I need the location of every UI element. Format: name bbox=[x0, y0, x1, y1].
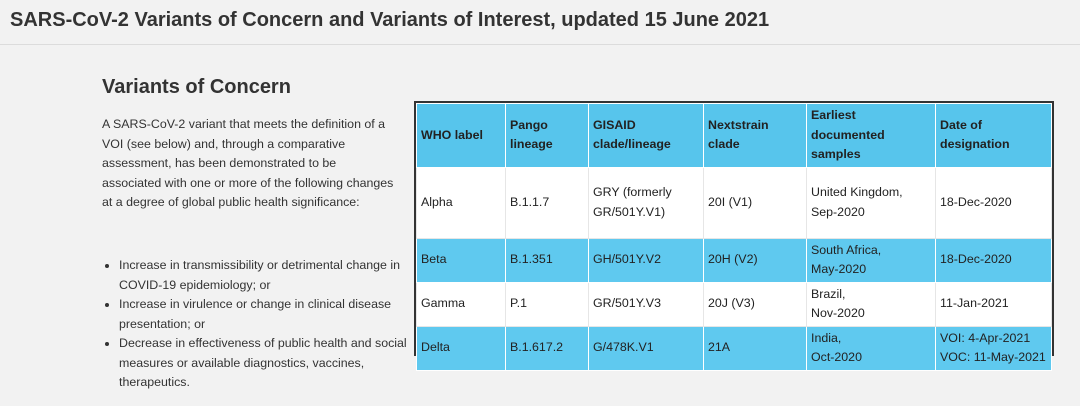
cell-gisaid: GRY (formerly GR/501Y.V1) bbox=[588, 166, 704, 239]
earliest-country: United Kingdom, bbox=[811, 185, 903, 199]
cell-designation: 18-Dec-2020 bbox=[935, 237, 1052, 283]
criteria-item: Decrease in effectiveness of public heal… bbox=[119, 334, 419, 393]
cell-pango: P.1 bbox=[505, 281, 589, 327]
earliest-date: May-2020 bbox=[811, 262, 867, 276]
column-header-gisaid-clade: GISAID clade/lineage bbox=[588, 103, 704, 168]
section-title: Variants of Concern bbox=[102, 76, 291, 98]
cell-earliest: United Kingdom, Sep-2020 bbox=[806, 166, 936, 239]
intro-paragraph: A SARS-CoV-2 variant that meets the defi… bbox=[102, 117, 394, 209]
criteria-item: Increase in virulence or change in clini… bbox=[119, 295, 419, 334]
earliest-country: South Africa, bbox=[811, 242, 882, 257]
designation-voc: VOC: 11-May-2021 bbox=[940, 350, 1046, 364]
cell-nextstrain: 20I (V1) bbox=[703, 166, 807, 239]
cell-nextstrain: 20J (V3) bbox=[703, 281, 807, 327]
cell-who-label: Beta bbox=[416, 237, 506, 283]
column-header-who-label: WHO label bbox=[416, 103, 506, 168]
table-header-row: WHO label Pango lineage GISAID clade/lin… bbox=[416, 103, 1052, 168]
earliest-country: Brazil, bbox=[811, 286, 846, 301]
cell-earliest: South Africa, May-2020 bbox=[806, 237, 936, 283]
variants-table: WHO label Pango lineage GISAID clade/lin… bbox=[416, 103, 1052, 371]
earliest-date: Sep-2020 bbox=[811, 204, 865, 219]
column-header-earliest-samples: Earliest documented samples bbox=[806, 103, 936, 168]
cell-who-label: Delta bbox=[416, 325, 506, 371]
cell-who-label: Alpha bbox=[416, 166, 506, 239]
designation-voi: VOI: 4-Apr-2021 bbox=[940, 330, 1031, 345]
cell-gisaid: GH/501Y.V2 bbox=[588, 237, 704, 283]
criteria-item: Increase in transmissibility or detrimen… bbox=[119, 256, 419, 295]
cell-nextstrain: 21A bbox=[703, 325, 807, 371]
cell-earliest: India, Oct-2020 bbox=[806, 325, 936, 371]
cell-designation: 11-Jan-2021 bbox=[935, 281, 1052, 327]
table-row: Beta B.1.351 GH/501Y.V2 20H (V2) South A… bbox=[416, 237, 1052, 283]
cell-nextstrain: 20H (V2) bbox=[703, 237, 807, 283]
earliest-date: Nov-2020 bbox=[811, 306, 865, 320]
page-title: SARS-CoV-2 Variants of Concern and Varia… bbox=[10, 9, 770, 31]
cell-pango: B.1.617.2 bbox=[505, 325, 589, 371]
cell-who-label: Gamma bbox=[416, 281, 506, 327]
cell-earliest: Brazil, Nov-2020 bbox=[806, 281, 936, 327]
criteria-list: Increase in transmissibility or detrimen… bbox=[102, 256, 419, 393]
column-header-date-of-designation: Date of designation bbox=[935, 103, 1052, 168]
cell-gisaid: GR/501Y.V3 bbox=[588, 281, 704, 327]
table-row: Delta B.1.617.2 G/478K.V1 21A India, Oct… bbox=[416, 325, 1052, 371]
table-row: Gamma P.1 GR/501Y.V3 20J (V3) Brazil, No… bbox=[416, 281, 1052, 327]
variants-table-container: WHO label Pango lineage GISAID clade/lin… bbox=[414, 101, 1054, 371]
title-bar: SARS-CoV-2 Variants of Concern and Varia… bbox=[0, 0, 1080, 45]
cell-designation: 18-Dec-2020 bbox=[935, 166, 1052, 239]
column-header-nextstrain-clade: Nextstrain clade bbox=[703, 103, 807, 168]
column-header-pango-lineage: Pango lineage bbox=[505, 103, 589, 168]
cell-pango: B.1.1.7 bbox=[505, 166, 589, 239]
earliest-country: India, bbox=[811, 330, 842, 345]
cell-pango: B.1.351 bbox=[505, 237, 589, 283]
table-row: Alpha B.1.1.7 GRY (formerly GR/501Y.V1) … bbox=[416, 166, 1052, 239]
cell-gisaid: G/478K.V1 bbox=[588, 325, 704, 371]
earliest-date: Oct-2020 bbox=[811, 350, 862, 364]
cell-designation: VOI: 4-Apr-2021 VOC: 11-May-2021 bbox=[935, 325, 1052, 371]
